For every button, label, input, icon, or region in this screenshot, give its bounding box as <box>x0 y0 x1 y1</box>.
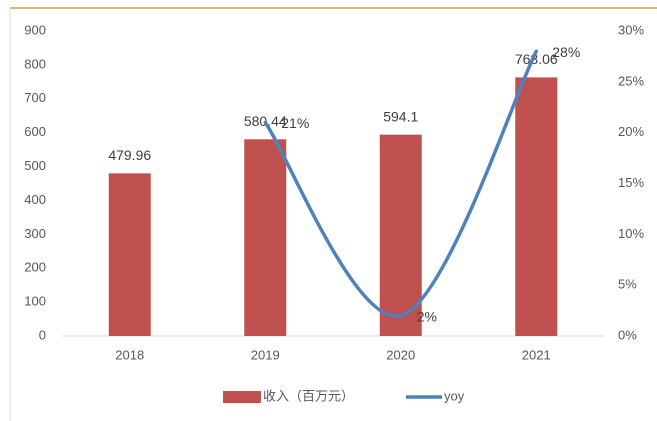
data-label: 763.06 <box>515 51 558 67</box>
y2-tick-label: 25% <box>618 73 644 88</box>
x-tick-label: 2019 <box>251 347 280 362</box>
x-tick-label: 2021 <box>522 347 551 362</box>
y2-tick-label: 10% <box>618 226 644 241</box>
y-tick-label: 300 <box>24 226 46 241</box>
bar <box>515 77 558 337</box>
y-tick-label: 100 <box>24 294 46 309</box>
legend-swatch <box>223 391 261 403</box>
line <box>263 49 538 318</box>
legend-label: 收入（百万元） <box>263 388 354 403</box>
bar <box>379 134 422 336</box>
y-tick-label: 400 <box>24 192 46 207</box>
x-tick-label: 2018 <box>115 347 144 362</box>
y2-tick-label: 15% <box>618 175 644 190</box>
y2-tick-label: 0% <box>618 327 637 342</box>
y-tick-label: 600 <box>24 124 46 139</box>
y2-tick-label: 5% <box>618 277 637 292</box>
data-label: 2% <box>417 308 437 324</box>
legend-label: yoy <box>444 388 465 403</box>
y-tick-label: 0 <box>39 327 46 342</box>
y-tick-label: 500 <box>24 158 46 173</box>
y2-tick-label: 30% <box>618 22 644 37</box>
y-tick-label: 200 <box>24 260 46 275</box>
y2-tick-label: 20% <box>618 124 644 139</box>
y-tick-label: 900 <box>24 22 46 37</box>
data-label: 21% <box>281 115 309 131</box>
y-tick-label: 700 <box>24 90 46 105</box>
bar <box>244 139 287 336</box>
data-label: 479.96 <box>108 147 151 163</box>
data-label: 594.1 <box>383 108 418 124</box>
x-tick-label: 2020 <box>386 347 415 362</box>
bar <box>108 173 151 336</box>
data-label: 28% <box>552 44 580 60</box>
y-tick-label: 800 <box>24 56 46 71</box>
